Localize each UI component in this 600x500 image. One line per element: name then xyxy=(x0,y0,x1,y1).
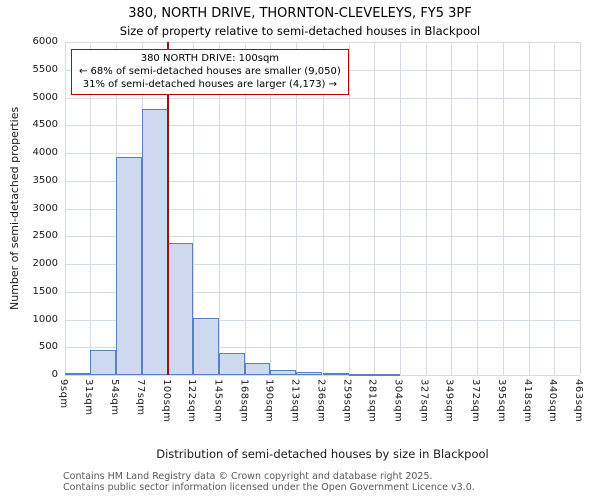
x-tick-label: 236sqm xyxy=(315,379,327,423)
x-tick-label: 349sqm xyxy=(443,379,455,423)
histogram-bar xyxy=(89,350,117,375)
x-tick-label: 122sqm xyxy=(186,379,198,423)
histogram-bar xyxy=(65,373,90,376)
x-tick-label: 281sqm xyxy=(366,379,378,423)
x-tick-label: 100sqm xyxy=(161,379,173,423)
x-tick-label: 372sqm xyxy=(469,379,481,423)
x-tick-label: 440sqm xyxy=(546,379,558,423)
chart-subtitle: Size of property relative to semi-detach… xyxy=(119,24,481,38)
x-axis-label: Distribution of semi-detached houses by … xyxy=(156,447,489,461)
gridline-vertical xyxy=(322,42,324,375)
y-tick-label: 2000 xyxy=(32,258,58,269)
histogram-bar xyxy=(193,318,220,375)
y-tick-label: 2500 xyxy=(32,230,58,242)
histogram-bar xyxy=(245,363,271,375)
x-tick-label: 463sqm xyxy=(573,379,584,423)
y-tick-label: 6000 xyxy=(32,36,58,47)
gridline-vertical xyxy=(553,42,555,375)
y-tick-label: 5000 xyxy=(32,91,58,103)
histogram-bar xyxy=(116,157,143,375)
histogram-bar xyxy=(270,370,297,375)
y-tick-label: 3000 xyxy=(32,202,58,214)
gridline-vertical xyxy=(373,42,375,375)
annotation-smaller-stat: ← 68% of semi-detached houses are smalle… xyxy=(79,66,341,78)
x-tick-label: 395sqm xyxy=(495,379,507,423)
annotation-box: 380 NORTH DRIVE: 100sqm ← 68% of semi-de… xyxy=(71,49,349,95)
x-tick-label: 327sqm xyxy=(418,379,430,423)
annotation-property-size: 380 NORTH DRIVE: 100sqm xyxy=(140,53,280,64)
y-tick-label: 3500 xyxy=(32,174,58,186)
gridline-vertical xyxy=(528,42,530,375)
gridline-vertical xyxy=(245,42,247,375)
x-tick-label: 145sqm xyxy=(212,379,224,423)
x-tick-label: 213sqm xyxy=(289,379,301,423)
x-tick-label: 31sqm xyxy=(82,379,94,416)
attribution: Contains HM Land Registry data © Crown c… xyxy=(63,471,475,494)
gridline-vertical xyxy=(348,42,350,375)
histogram-bar xyxy=(348,373,374,376)
x-tick-label: 418sqm xyxy=(521,379,533,423)
y-tick-label: 1500 xyxy=(32,285,58,297)
x-tick-label: 304sqm xyxy=(392,379,404,423)
gridline-vertical xyxy=(65,42,66,375)
annotation-larger-stat: 31% of semi-detached houses are larger (… xyxy=(82,79,338,91)
attribution-line2: Contains public sector information licen… xyxy=(63,482,475,494)
gridline-vertical xyxy=(399,42,401,375)
y-tick-label: 0 xyxy=(51,369,58,380)
gridline-vertical xyxy=(193,42,195,375)
gridline-vertical xyxy=(450,42,452,375)
plot-area: 380 NORTH DRIVE: 100sqm ← 68% of semi-de… xyxy=(65,42,581,377)
x-tick-label: 77sqm xyxy=(135,379,147,416)
histogram-bar xyxy=(168,242,194,375)
histogram-bar xyxy=(296,371,323,375)
gridline-vertical xyxy=(502,42,504,375)
y-tick-label: 5500 xyxy=(32,63,58,75)
x-tick-label: 54sqm xyxy=(109,379,121,416)
x-tick-label: 259sqm xyxy=(341,379,353,423)
x-tick-label: 190sqm xyxy=(263,379,275,423)
y-tick-label: 4500 xyxy=(32,119,58,131)
histogram-bar xyxy=(219,352,246,375)
chart-title: 380, NORTH DRIVE, THORNTON-CLEVELEYS, FY… xyxy=(128,6,472,21)
gridline-vertical xyxy=(476,42,478,375)
x-tick-label: 168sqm xyxy=(238,379,250,423)
gridline-vertical xyxy=(270,42,272,375)
gridline-vertical xyxy=(580,42,581,375)
gridline-horizontal xyxy=(65,375,580,376)
gridline-vertical xyxy=(425,42,427,375)
y-tick-label: 1000 xyxy=(32,313,58,325)
histogram-bar xyxy=(322,372,349,375)
histogram-bar xyxy=(142,108,169,375)
gridline-vertical xyxy=(219,42,221,375)
y-tick-label: 500 xyxy=(38,341,58,353)
gridline-vertical xyxy=(296,42,298,375)
y-tick-label: 4000 xyxy=(32,147,58,158)
property-marker-line xyxy=(167,42,169,375)
attribution-line1: Contains HM Land Registry data © Crown c… xyxy=(63,471,433,482)
x-tick-label: 9sqm xyxy=(58,379,69,409)
gridline-vertical xyxy=(89,42,91,375)
histogram-bar xyxy=(373,374,400,377)
